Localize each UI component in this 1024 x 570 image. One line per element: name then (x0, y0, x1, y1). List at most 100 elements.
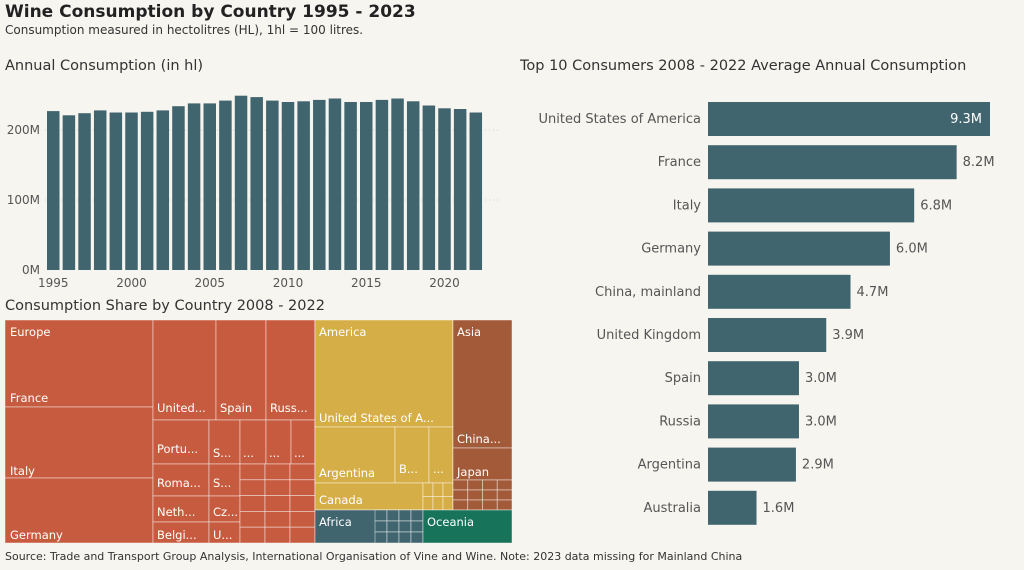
page-title: Wine Consumption by Country 1995 - 2023 (5, 2, 416, 22)
cell-small-africa (386, 520, 400, 533)
top-consumers-chart: United States of America 9.3M France 8.2M It… (539, 102, 995, 525)
cell-small-eu (239, 526, 266, 543)
cell-small-am (442, 496, 454, 511)
category-label: Spain (665, 371, 701, 386)
cell-small-africa (410, 531, 424, 543)
cell-small-asia (452, 479, 469, 491)
bar-france (708, 145, 957, 180)
treemap-label: United... (157, 401, 206, 415)
cell-romania (152, 463, 210, 497)
value-label: 2.9M (802, 458, 834, 473)
cell-russia (265, 320, 316, 421)
cell-s1 (208, 419, 241, 465)
value-label: 1.6M (763, 501, 795, 516)
bar-2022 (469, 112, 483, 270)
cell-small-eu (264, 495, 291, 512)
bar-2006 (219, 100, 232, 270)
cell-japan (452, 447, 512, 481)
cell-small-africa (374, 531, 388, 543)
treemap-label: Roma... (157, 476, 201, 490)
cell-argentina (314, 426, 396, 484)
cell-small-eu (239, 479, 266, 497)
cell-small-am (442, 482, 454, 497)
bar-2016 (375, 99, 389, 271)
group-label-europe: Europe (10, 325, 50, 339)
x-tick-label: 2010 (273, 276, 304, 290)
treemap-label: China... (457, 432, 501, 446)
page-subtitle: Consumption measured in hectolitres (HL)… (5, 23, 364, 37)
cell-small-africa (398, 531, 412, 543)
value-label: 3.0M (805, 371, 837, 386)
value-label: 3.9M (832, 328, 864, 343)
bar-1999 (109, 112, 123, 270)
cell-small-eu (264, 526, 291, 543)
value-label: 6.0M (896, 242, 928, 257)
value-label: 9.3M (950, 112, 982, 127)
bar-united-states-of-america (708, 102, 990, 136)
bar-2000 (125, 112, 138, 270)
x-tick-label: 2000 (116, 276, 147, 290)
cell-netherlands (152, 495, 210, 523)
value-label: 8.2M (963, 155, 995, 170)
annual-chart-title: Annual Consumption (in hl) (5, 58, 204, 74)
cell-small-asia (482, 489, 498, 501)
cell-small-am (432, 482, 444, 497)
bar-2007 (234, 95, 248, 270)
cell-small-am (422, 482, 434, 497)
cell-small-am (432, 496, 444, 511)
source-note: Source: Trade and Transport Group Analys… (5, 550, 743, 563)
bar-2021 (453, 109, 467, 270)
category-label: China, mainland (595, 285, 701, 300)
cell-small-asia (482, 499, 498, 511)
bar-2014 (344, 102, 357, 270)
x-tick-label: 1995 (38, 276, 69, 290)
value-label: 4.7M (857, 285, 889, 300)
treemap-label: Russ... (270, 401, 308, 415)
bar-2019 (422, 105, 436, 270)
bar-1998 (93, 110, 107, 271)
bar-1997 (78, 113, 91, 270)
category-label: France (658, 155, 701, 170)
treemap-label: ... (433, 462, 444, 476)
value-label: 6.8M (920, 198, 952, 213)
treemap-label: Canada (319, 493, 363, 507)
bar-united-kingdom (708, 318, 827, 352)
annual-consumption-chart: 0M 100M 200M 1995 2000 2005 2010 2015 2020 (7, 95, 500, 290)
bar-italy (708, 188, 915, 223)
cell-small-eu (289, 495, 316, 512)
treemap-label: Portu... (157, 442, 198, 456)
treemap-label: Cz... (213, 505, 238, 519)
treemap-label: S... (213, 446, 231, 460)
bar-2002 (156, 110, 170, 271)
cell-small-africa (398, 520, 412, 533)
cell-small-africa (374, 509, 388, 522)
group-label-africa: Africa (319, 515, 352, 529)
cell-small-eu (264, 463, 291, 481)
category-label: United Kingdom (597, 328, 701, 343)
category-label: Argentina (638, 458, 701, 473)
category-label: Russia (659, 414, 701, 429)
cell-small-africa (398, 509, 412, 522)
bar-2004 (187, 103, 201, 271)
consumption-share-treemap: Europe France Italy Germany United... Spain Ru… (5, 320, 512, 543)
cell-china (452, 320, 512, 449)
cell-small-asia (467, 499, 483, 511)
cell-small-eu (289, 510, 316, 528)
bar-2010 (281, 102, 295, 270)
bar-1996 (62, 115, 76, 270)
bar-1995 (47, 111, 60, 270)
treemap-label: France (10, 391, 48, 405)
x-tick-label: 2020 (429, 276, 460, 290)
oceania-block (422, 509, 512, 543)
treemap-label: United States of A... (319, 411, 434, 425)
cell-small-africa (410, 509, 424, 522)
cell-small-africa (410, 520, 424, 533)
cell-small-africa (374, 520, 388, 533)
cell-small-asia (467, 489, 483, 501)
cell-small-asia (496, 479, 512, 491)
treemap-label: S... (213, 476, 231, 490)
treemap-label: ... (269, 446, 280, 460)
treemap-label: Spain (220, 401, 252, 415)
cell-portugal (152, 419, 210, 465)
bar-2020 (438, 108, 451, 270)
